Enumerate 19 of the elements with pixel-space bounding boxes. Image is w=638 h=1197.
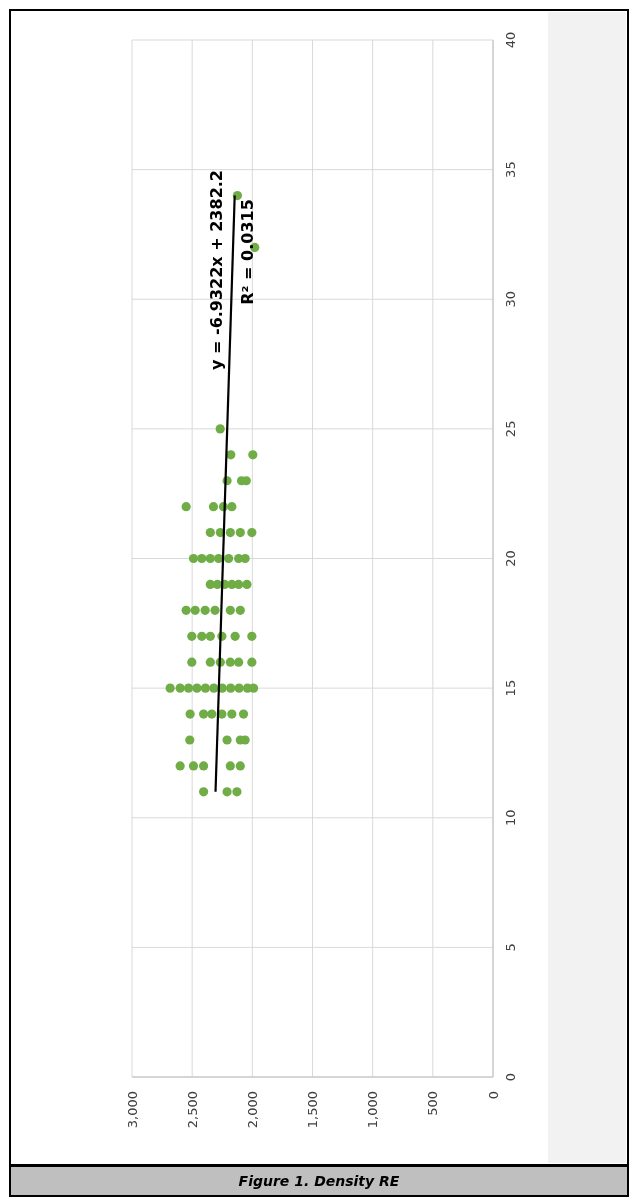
- y-tick-label: 15: [502, 679, 518, 697]
- y-tick-label: 35: [502, 161, 518, 178]
- y-tick-label: 10: [502, 809, 518, 827]
- text: Figure 1. Density RE: [238, 1173, 400, 1189]
- x-tick-label: 1,000: [365, 1091, 381, 1129]
- x-tick-label: 500: [425, 1091, 441, 1116]
- y-tick-label: 25: [502, 420, 518, 438]
- x-tick-label: 0: [485, 1091, 501, 1100]
- x-tick-label: 1,500: [305, 1091, 321, 1129]
- x-tick-label: 2,000: [244, 1091, 260, 1129]
- y-tick-label: 5: [502, 943, 518, 952]
- annotation: R² = 0.0315: [237, 199, 257, 305]
- y-tick-label: 40: [502, 31, 518, 49]
- y-tick-label: 0: [502, 1072, 518, 1082]
- y-tick-label: 30: [502, 290, 518, 308]
- y-tick-label: 20: [502, 550, 518, 567]
- x-tick-label: 3,000: [124, 1091, 140, 1129]
- x-tick-label: 2,500: [184, 1091, 200, 1129]
- annotation: y = -6.9322x + 2382.2: [206, 170, 226, 370]
